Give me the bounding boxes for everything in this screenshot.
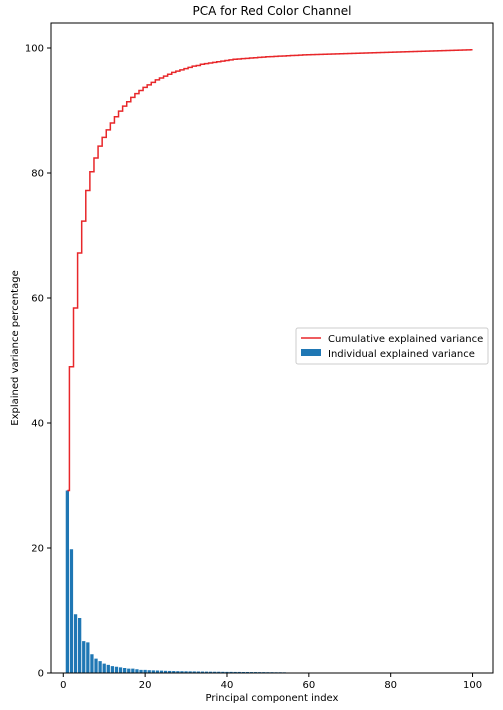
bar-individual-variance: [200, 671, 205, 673]
bar-individual-variance: [168, 670, 172, 673]
line-cumulative-variance: [67, 49, 473, 492]
bar-individual-variance: [233, 671, 237, 673]
bar-individual-variance: [98, 661, 102, 673]
bar-individual-variance: [204, 671, 209, 673]
bar-individual-variance: [172, 671, 176, 673]
bar-individual-variance: [65, 490, 70, 673]
bar-individual-variance: [82, 641, 86, 673]
y-tick-label: 40: [31, 419, 44, 430]
bar-individual-variance: [86, 642, 90, 673]
bar-individual-variance: [208, 671, 213, 673]
bar-individual-variance: [225, 671, 229, 673]
legend-swatch-individual: [301, 349, 321, 356]
bar-individual-variance: [217, 671, 221, 673]
bar-individual-variance: [159, 670, 164, 673]
x-tick-label: 100: [463, 680, 482, 691]
bar-individual-variance: [131, 668, 135, 673]
bar-individual-variance: [188, 671, 192, 673]
y-tick-label: 80: [31, 169, 44, 180]
bar-individual-variance: [184, 671, 188, 673]
bar-individual-variance: [114, 666, 119, 673]
bar-individual-variance: [237, 671, 241, 673]
bar-individual-variance: [102, 663, 106, 673]
plot-area: [65, 49, 473, 673]
legend-label-cumulative: Cumulative explained variance: [328, 334, 483, 345]
y-tick-label: 20: [31, 544, 44, 555]
x-axis: 0 20 40 60 80 100: [60, 673, 482, 691]
x-tick-label: 20: [139, 680, 152, 691]
legend-box: [295, 327, 489, 365]
bar-individual-variance: [229, 671, 233, 673]
bar-individual-variance: [135, 669, 139, 673]
bar-individual-variance: [176, 671, 180, 673]
bar-individual-variance: [69, 549, 74, 673]
bar-individual-variance: [180, 671, 184, 673]
y-tick-label: 100: [25, 44, 44, 55]
bar-individual-variance: [143, 669, 147, 673]
y-axis: 0 20 40 60 80 100: [25, 44, 51, 680]
y-tick-label: 0: [38, 669, 44, 680]
bar-individual-variance: [90, 654, 94, 673]
bar-individual-variance: [78, 618, 82, 673]
bar-individual-variance: [192, 671, 196, 673]
bar-individual-variance: [147, 670, 151, 673]
chart-title: PCA for Red Color Channel: [193, 4, 352, 18]
bar-individual-variance: [106, 664, 110, 673]
bar-individual-variance: [221, 671, 225, 673]
legend: Cumulative explained variance Individual…: [295, 327, 489, 365]
bar-individual-variance: [139, 669, 143, 673]
x-tick-label: 40: [221, 680, 234, 691]
axes-frame: [50, 22, 494, 674]
bar-individual-variance: [127, 668, 131, 673]
bar-individual-variance: [73, 614, 78, 673]
bar-individual-variance: [163, 670, 168, 673]
bar-individual-variance: [155, 670, 160, 673]
y-axis-label: Explained variance percentage: [10, 270, 21, 425]
x-axis-label: Principal component index: [206, 693, 339, 704]
bar-individual-variance: [110, 666, 115, 673]
bar-individual-variance: [213, 671, 217, 673]
bar-individual-variance: [196, 671, 200, 673]
legend-label-individual: Individual explained variance: [328, 349, 475, 360]
bar-individual-variance: [151, 670, 155, 673]
bar-individual-variance: [118, 667, 123, 673]
x-tick-label: 0: [60, 680, 66, 691]
y-tick-label: 60: [31, 294, 44, 305]
bar-individual-variance: [94, 658, 98, 673]
x-tick-label: 60: [302, 680, 315, 691]
x-tick-label: 80: [384, 680, 397, 691]
bar-individual-variance: [123, 668, 127, 673]
